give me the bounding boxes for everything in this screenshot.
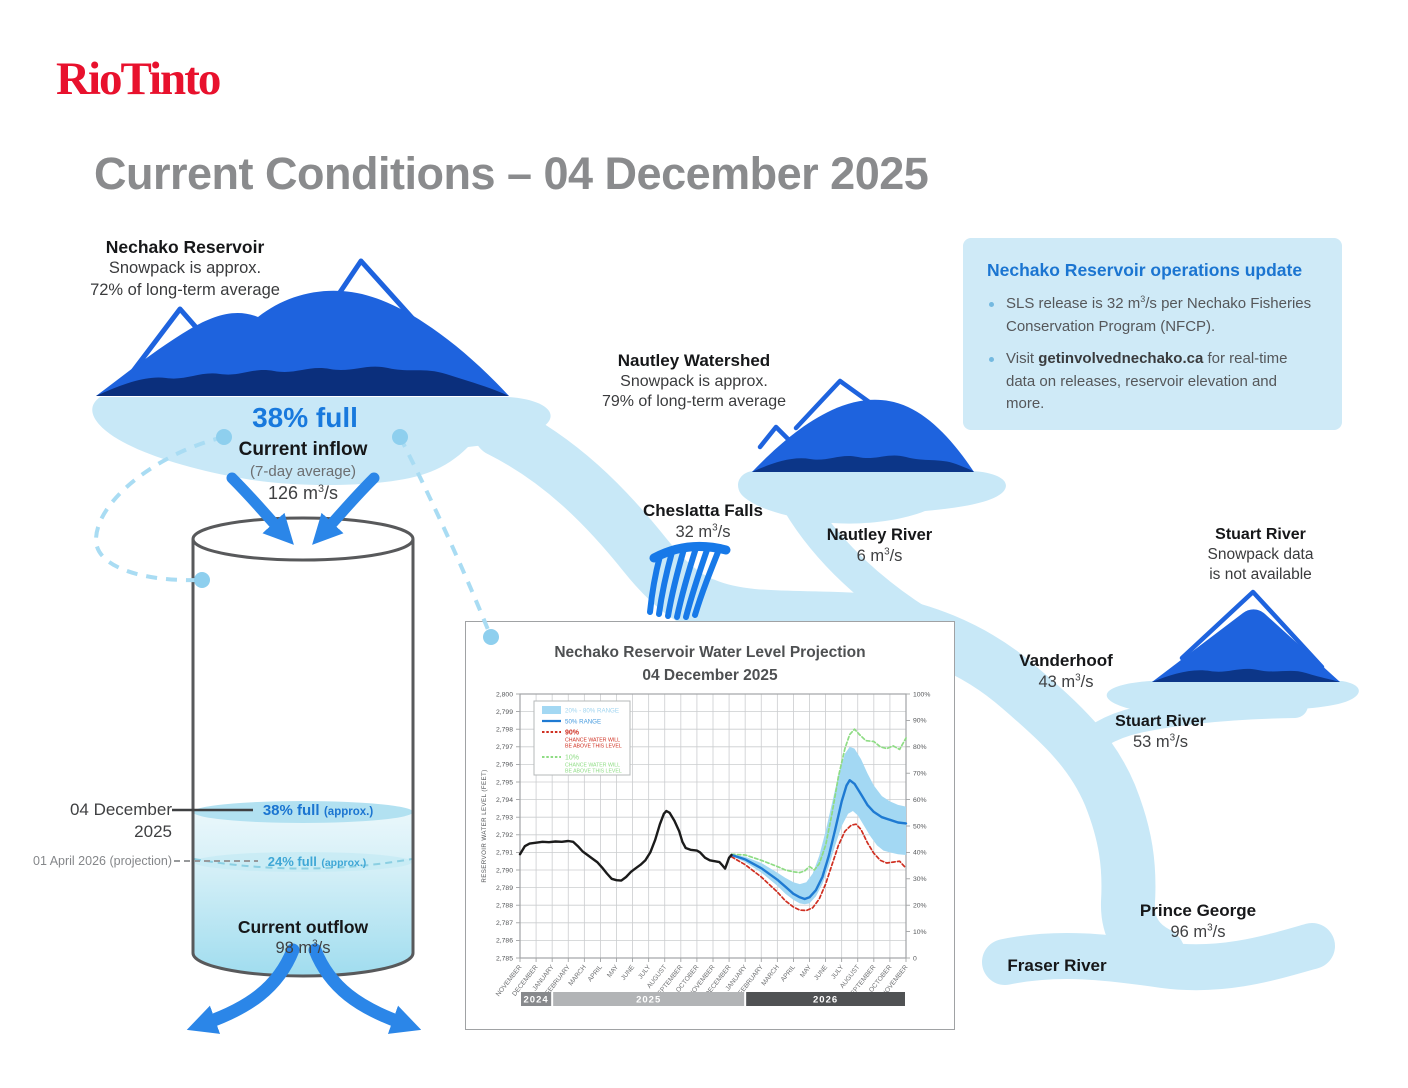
outflow-arrows-icon [186, 943, 422, 1034]
svg-text:2,788: 2,788 [496, 903, 513, 910]
svg-text:2,785: 2,785 [496, 955, 513, 962]
outflow-value: 98 m3/s [275, 938, 331, 958]
projected-level-label: 24% full (approx.) [267, 854, 367, 869]
station-cheslatta: Cheslatta Falls 32 m3/s [598, 500, 808, 543]
station-fraser-river: Fraser River [1007, 956, 1107, 975]
current-outflow-label: Current outflow 98 m3/s [206, 916, 400, 960]
svg-text:2024: 2024 [524, 995, 549, 1006]
station-flow: 96 m3/s [1170, 922, 1226, 941]
svg-text:2,799: 2,799 [496, 709, 513, 716]
current-inflow-label: Current inflow (7-day average) 126 m3/s [187, 438, 419, 505]
station-nautley-river: Nautley River 6 m3/s [797, 525, 962, 567]
station-prince-george: Prince George 96 m3/s [1108, 900, 1288, 943]
svg-text:2,786: 2,786 [496, 938, 513, 945]
nautley-lake [738, 471, 1006, 524]
rio-tinto-logo: RioTinto [56, 53, 221, 105]
projected-level-surface [194, 852, 412, 872]
ops-bullet-1: SLS release is 32 m3/s per Nechako Fishe… [987, 293, 1318, 338]
svg-text:2026: 2026 [813, 995, 838, 1006]
inflow-value: 126 m3/s [267, 482, 339, 503]
current-level-label: 38% full (approx.) [262, 802, 374, 819]
svg-text:CHANCE WATER WILL: CHANCE WATER WILL [565, 763, 620, 769]
station-flow: 53 m3/s [1132, 732, 1189, 752]
svg-text:2,791: 2,791 [496, 850, 513, 857]
station-vanderhoof: Vanderhoof 43 m3/s [980, 650, 1152, 693]
svg-text:MAY: MAY [606, 963, 620, 979]
svg-text:2,794: 2,794 [496, 797, 513, 804]
svg-text:2,789: 2,789 [496, 885, 513, 892]
svg-text:90%: 90% [565, 730, 580, 737]
svg-text:APRIL: APRIL [587, 964, 604, 984]
nautley-watershed-label: Nautley Watershed Snowpack is approx. 79… [601, 351, 787, 411]
svg-text:JUNE: JUNE [620, 963, 636, 981]
tank-water [193, 812, 413, 976]
stuart-lake [1106, 681, 1359, 719]
svg-text:2,787: 2,787 [496, 920, 513, 927]
svg-text:70%: 70% [913, 771, 927, 778]
svg-text:RESERVOIR WATER LEVEL (FEET): RESERVOIR WATER LEVEL (FEET) [481, 769, 488, 882]
station-stuart-river: Stuart River 53 m3/s [1078, 712, 1243, 754]
svg-text:10%: 10% [565, 755, 579, 762]
chart-plot: 2,785 2,786 2,787 2,788 2,789 2,790 2,791 2,792… [481, 691, 930, 1006]
svg-text:50%: 50% [913, 823, 927, 830]
stuart-mountain-icon [1152, 589, 1340, 682]
svg-text:0: 0 [913, 955, 917, 962]
ops-bullet-2: Visit getinvolvednechako.ca for real-tim… [987, 348, 1318, 416]
water-level-projection-chart: Nechako Reservoir Water Level Projection… [465, 621, 955, 1030]
svg-text:90%: 90% [913, 718, 927, 725]
svg-text:2025: 2025 [636, 995, 661, 1006]
svg-text:2,795: 2,795 [496, 779, 513, 786]
svg-text:2,793: 2,793 [496, 815, 513, 822]
svg-text:30%: 30% [913, 876, 927, 883]
chart-title: Nechako Reservoir Water Level Projection [554, 644, 866, 661]
bullet-icon [989, 357, 994, 362]
svg-text:CHANCE WATER WILL: CHANCE WATER WILL [565, 738, 620, 744]
nechako-reservoir-label: Nechako Reservoir Snowpack is approx. 72… [90, 237, 280, 299]
svg-text:2,798: 2,798 [496, 727, 513, 734]
station-flow: 32 m3/s [675, 522, 731, 541]
svg-text:BE ABOVE THIS LEVEL: BE ABOVE THIS LEVEL [565, 744, 622, 750]
bullet-icon [989, 302, 994, 307]
svg-text:APRIL: APRIL [780, 964, 797, 984]
svg-text:2,796: 2,796 [496, 762, 513, 769]
svg-text:JULY: JULY [830, 963, 846, 980]
waterfall-icon [647, 541, 731, 620]
fraser-river-path [982, 923, 1335, 991]
svg-text:20% - 80% RANGE: 20% - 80% RANGE [565, 708, 619, 715]
chart-subtitle: 04 December 2025 [642, 667, 778, 684]
svg-text:BE ABOVE THIS LEVEL: BE ABOVE THIS LEVEL [565, 769, 622, 775]
svg-text:MAY: MAY [799, 963, 813, 979]
reservoir-tank [172, 516, 415, 978]
svg-text:50% RANGE: 50% RANGE [565, 719, 601, 726]
nautley-mountain-icon [752, 378, 974, 472]
svg-text:20%: 20% [913, 903, 927, 910]
inflow-arrows-icon [226, 472, 380, 545]
station-flow: 6 m3/s [856, 546, 903, 566]
svg-text:10%: 10% [913, 929, 927, 936]
station-flow: 43 m3/s [1038, 672, 1094, 691]
svg-text:100%: 100% [913, 691, 930, 698]
svg-text:2,797: 2,797 [496, 744, 513, 751]
svg-text:60%: 60% [913, 797, 927, 804]
svg-text:2,790: 2,790 [496, 867, 513, 874]
ops-box-title: Nechako Reservoir operations update [987, 260, 1303, 280]
getinvolvednechako-link[interactable]: getinvolvednechako.ca [1038, 350, 1204, 367]
svg-text:40%: 40% [913, 850, 927, 857]
svg-text:2,792: 2,792 [496, 832, 513, 839]
svg-text:JUNE: JUNE [813, 963, 829, 981]
svg-text:JULY: JULY [637, 963, 653, 980]
tank-opening [191, 516, 415, 562]
page-title: Current Conditions – 04 December 2025 [94, 148, 929, 199]
projected-date-label: 01 April 2026 (projection) [33, 854, 172, 868]
nechako-mountain-icon [96, 258, 509, 396]
svg-text:2,800: 2,800 [496, 691, 513, 698]
current-level-surface [193, 801, 413, 823]
current-date-label: 04 December 2025 [69, 800, 172, 841]
operations-update-box: Nechako Reservoir operations update SLS … [963, 238, 1342, 430]
reservoir-percent-full: 38% full [252, 402, 358, 433]
stuart-watershed-label: Stuart River Snowpack data is not availa… [1207, 526, 1314, 584]
svg-text:80%: 80% [913, 744, 927, 751]
